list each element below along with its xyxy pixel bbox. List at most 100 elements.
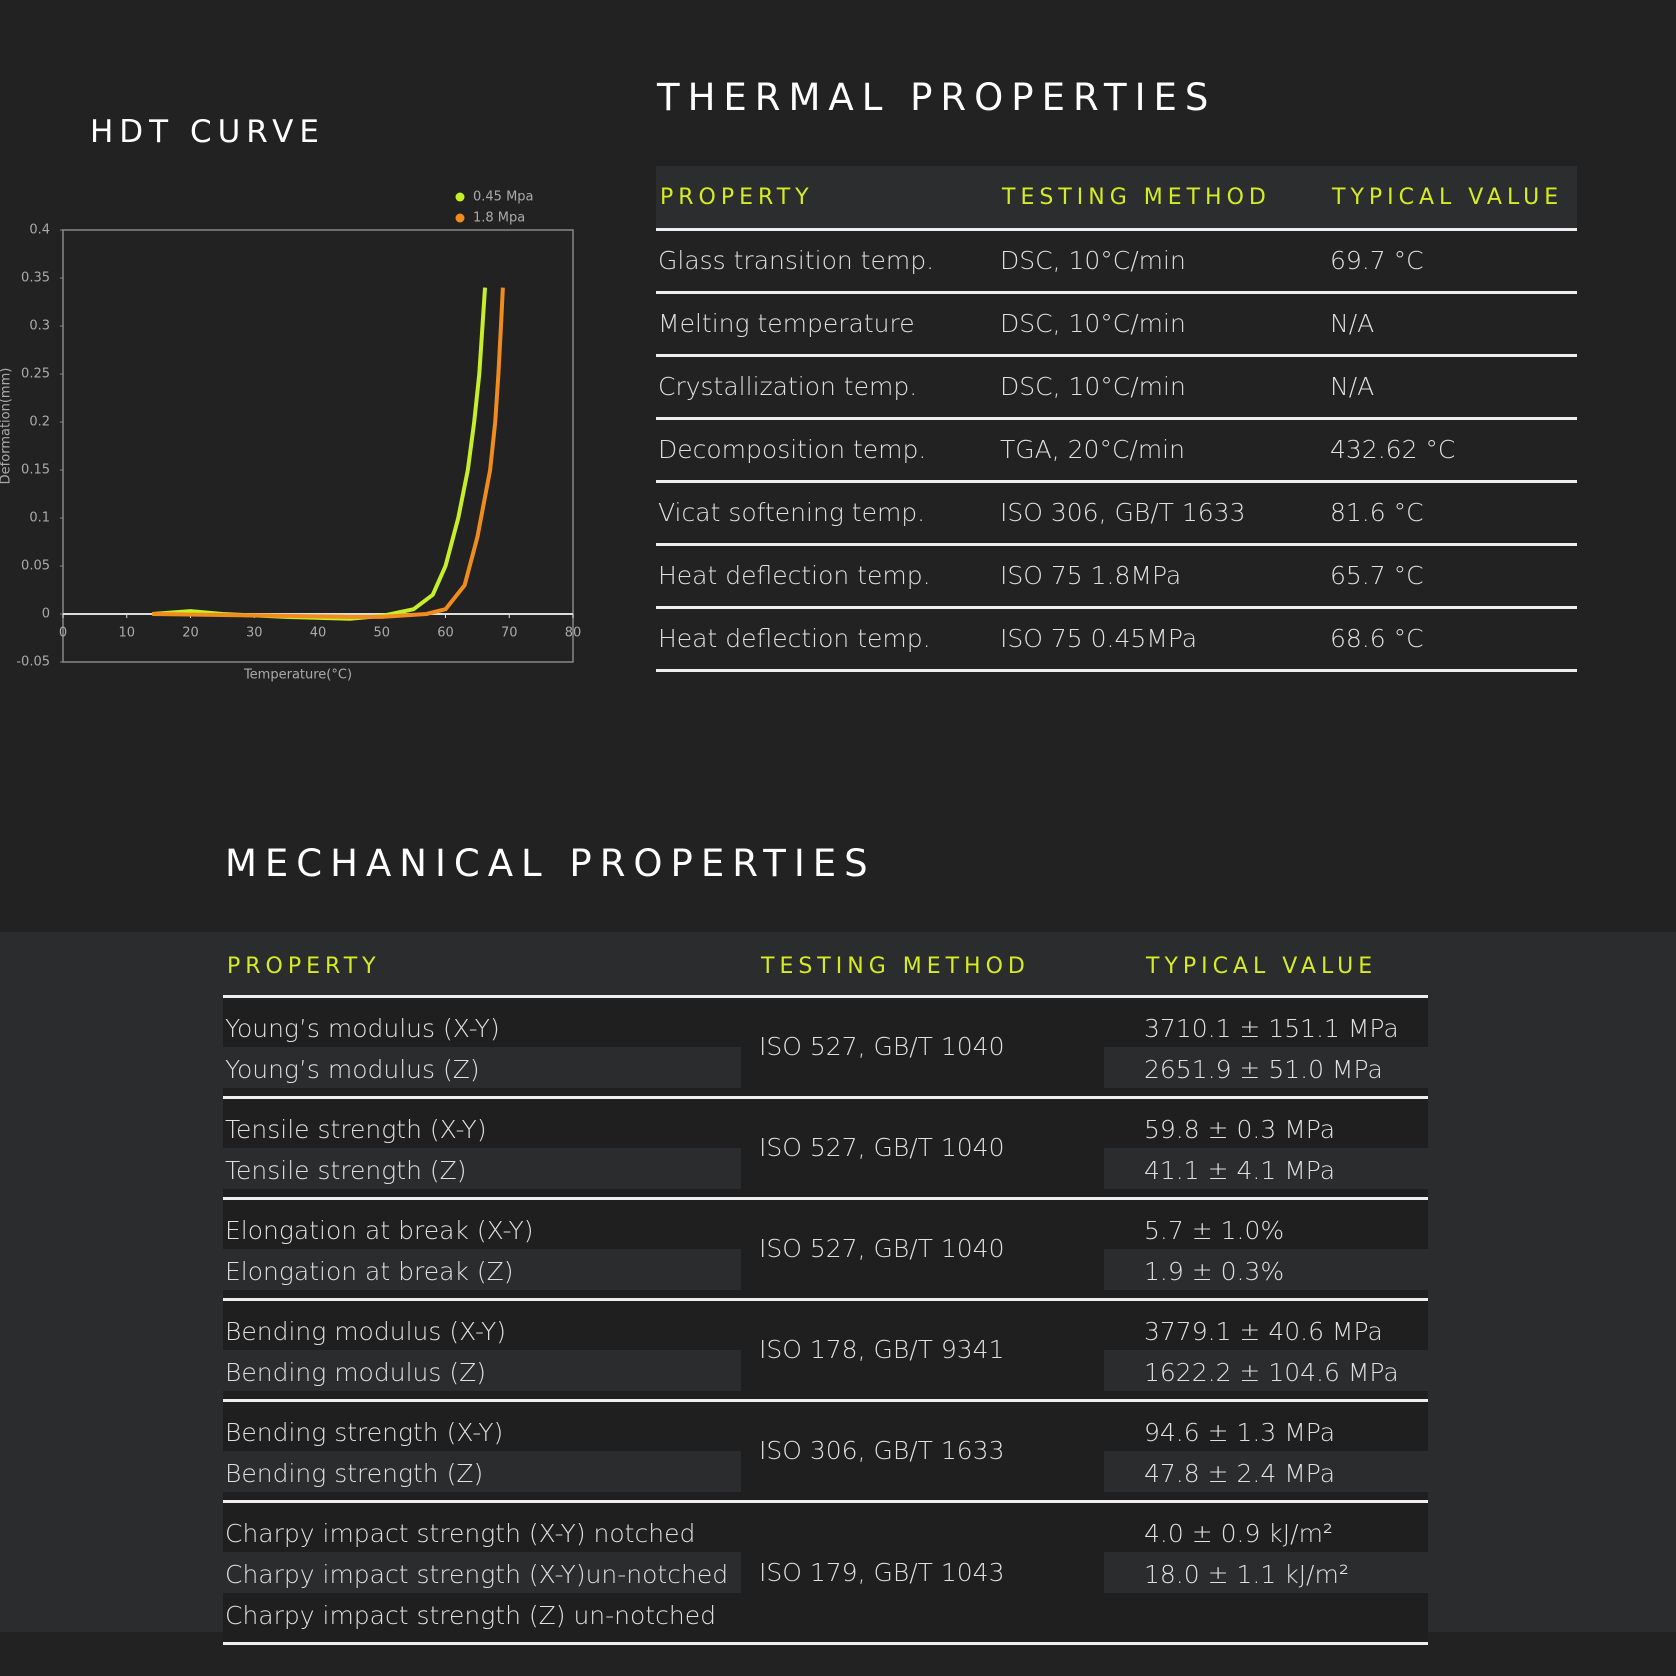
y-tick-label: 0 <box>42 607 50 622</box>
row-stripe <box>1104 1148 1428 1189</box>
row-stripe <box>1104 1451 1428 1492</box>
y-tick-label: 0.25 <box>21 367 50 382</box>
y-axis-label: Deformation(mm) <box>0 368 14 485</box>
row-stripe <box>1104 1249 1428 1290</box>
property-cell: Young’s modulus (X-Y) <box>225 1014 500 1043</box>
data-line <box>152 287 488 621</box>
property-cell: Tensile strength (Z) <box>225 1156 467 1185</box>
thermal-cell: 68.6 °C <box>1330 624 1424 653</box>
mechanical-rule <box>223 995 1428 998</box>
thermal-cell: TGA, 20°C/min <box>1000 435 1185 464</box>
thermal-cell: Heat deflection temp. <box>658 624 931 653</box>
thermal-cell: N/A <box>1330 372 1375 401</box>
thermal-cell: Vicat softening temp. <box>658 498 926 527</box>
property-cell: Charpy impact strength (X-Y)un-notched <box>225 1560 729 1589</box>
x-tick-label: 60 <box>437 626 454 641</box>
legend-label: 0.45 Mpa <box>473 190 534 205</box>
property-cell: Bending strength (X-Y) <box>225 1418 504 1447</box>
row-stripe <box>223 1249 741 1290</box>
value-cell: 3710.1 ± 151.1 MPa <box>1144 1014 1399 1043</box>
thermal-cell: Melting temperature <box>658 309 915 338</box>
row-stripe <box>223 1451 741 1492</box>
method-cell: ISO 306, GB/T 1633 <box>759 1436 1005 1465</box>
row-stripe <box>223 1148 741 1189</box>
y-tick-label: 0.3 <box>29 319 50 334</box>
row-stripe <box>223 1552 741 1593</box>
y-tick-label: 0.15 <box>21 463 50 478</box>
method-cell: ISO 527, GB/T 1040 <box>759 1234 1005 1263</box>
mechanical-header: TYPICAL VALUE <box>1146 954 1378 979</box>
row-stripe <box>1104 1552 1428 1593</box>
property-cell: Tensile strength (X-Y) <box>225 1115 487 1144</box>
thermal-cell: ISO 75 1.8MPa <box>1000 561 1182 590</box>
property-cell: Elongation at break (Z) <box>225 1257 514 1286</box>
x-tick-label: 50 <box>373 626 390 641</box>
property-cell: Charpy impact strength (Z) un-notched <box>225 1601 716 1630</box>
value-cell: 47.8 ± 2.4 MPa <box>1144 1459 1336 1488</box>
thermal-cell: Glass transition temp. <box>658 246 935 275</box>
mechanical-rule <box>223 1096 1428 1099</box>
legend-label: 1.8 Mpa <box>473 211 525 226</box>
x-tick-label: 30 <box>246 626 263 641</box>
thermal-cell: Heat deflection temp. <box>658 561 931 590</box>
method-cell: ISO 527, GB/T 1040 <box>759 1032 1005 1061</box>
y-tick-label: 0.2 <box>29 415 50 430</box>
thermal-cell: DSC, 10°C/min <box>1000 246 1186 275</box>
legend-marker <box>455 213 465 223</box>
x-tick-label: 40 <box>310 626 327 641</box>
property-cell: Elongation at break (X-Y) <box>225 1216 534 1245</box>
hdt-title: HDT CURVE <box>90 114 325 150</box>
method-cell: ISO 178, GB/T 9341 <box>759 1335 1005 1364</box>
method-cell: ISO 527, GB/T 1040 <box>759 1133 1005 1162</box>
y-tick-label: -0.05 <box>16 655 50 670</box>
value-cell: 1.9 ± 0.3% <box>1144 1257 1285 1286</box>
thermal-header: TESTING METHOD <box>1002 185 1271 210</box>
thermal-title: THERMAL PROPERTIES <box>657 76 1217 119</box>
value-cell: 3779.1 ± 40.6 MPa <box>1144 1317 1383 1346</box>
x-tick-label: 0 <box>59 626 67 641</box>
thermal-cell: 65.7 °C <box>1330 561 1424 590</box>
mechanical-rule <box>223 1197 1428 1200</box>
data-line <box>152 287 505 619</box>
property-cell: Bending modulus (X-Y) <box>225 1317 507 1346</box>
row-stripe <box>1104 1350 1428 1391</box>
thermal-rule <box>656 228 1577 231</box>
property-cell: Bending modulus (Z) <box>225 1358 486 1387</box>
y-tick-label: 0.4 <box>29 223 50 238</box>
hdt-chart: -0.05 0 0.05 0.1 0.15 0.2 0.25 0.3 0.35 0.4 0 10 20 3… <box>0 190 582 683</box>
thermal-cell: N/A <box>1330 309 1375 338</box>
thermal-cell: ISO 75 0.45MPa <box>1000 624 1198 653</box>
method-cell: ISO 179, GB/T 1043 <box>759 1557 1005 1587</box>
thermal-cell: ISO 306, GB/T 1633 <box>1000 498 1246 527</box>
thermal-cell: 81.6 °C <box>1330 498 1424 527</box>
row-stripe <box>223 1047 741 1088</box>
property-cell: Bending strength (Z) <box>225 1459 484 1488</box>
row-stripe <box>1104 1047 1428 1088</box>
mechanical-rule <box>223 1642 1428 1645</box>
value-cell: 59.8 ± 0.3 MPa <box>1144 1115 1336 1144</box>
plot-frame <box>62 229 574 663</box>
mechanical-rule <box>223 1399 1428 1402</box>
thermal-rule <box>656 606 1577 609</box>
x-axis-label: Temperature(°C) <box>243 668 352 683</box>
y-tick-label: 0.05 <box>21 559 50 574</box>
mechanical-title: MECHANICAL PROPERTIES <box>225 842 876 885</box>
thermal-header: PROPERTY <box>660 185 814 210</box>
property-cell: Charpy impact strength (X-Y) notched <box>225 1519 696 1548</box>
legend-marker <box>455 192 465 202</box>
thermal-header-bg <box>656 166 1577 229</box>
property-cell: Young’s modulus (Z) <box>225 1055 480 1084</box>
thermal-rule <box>656 291 1577 294</box>
value-cell: 4.0 ± 0.9 kJ/m² <box>1144 1519 1333 1548</box>
thermal-rule <box>656 669 1577 672</box>
x-tick-label: 10 <box>118 626 135 641</box>
x-tick-label: 80 <box>565 626 582 641</box>
x-tick-label: 20 <box>182 626 199 641</box>
value-cell: 41.1 ± 4.1 MPa <box>1144 1156 1336 1185</box>
thermal-rule <box>656 417 1577 420</box>
y-tick-label: 0.35 <box>21 271 50 286</box>
thermal-rule <box>656 480 1577 483</box>
thermal-cell: Crystallization temp. <box>658 372 918 401</box>
value-cell: 2651.9 ± 51.0 MPa <box>1144 1055 1383 1084</box>
